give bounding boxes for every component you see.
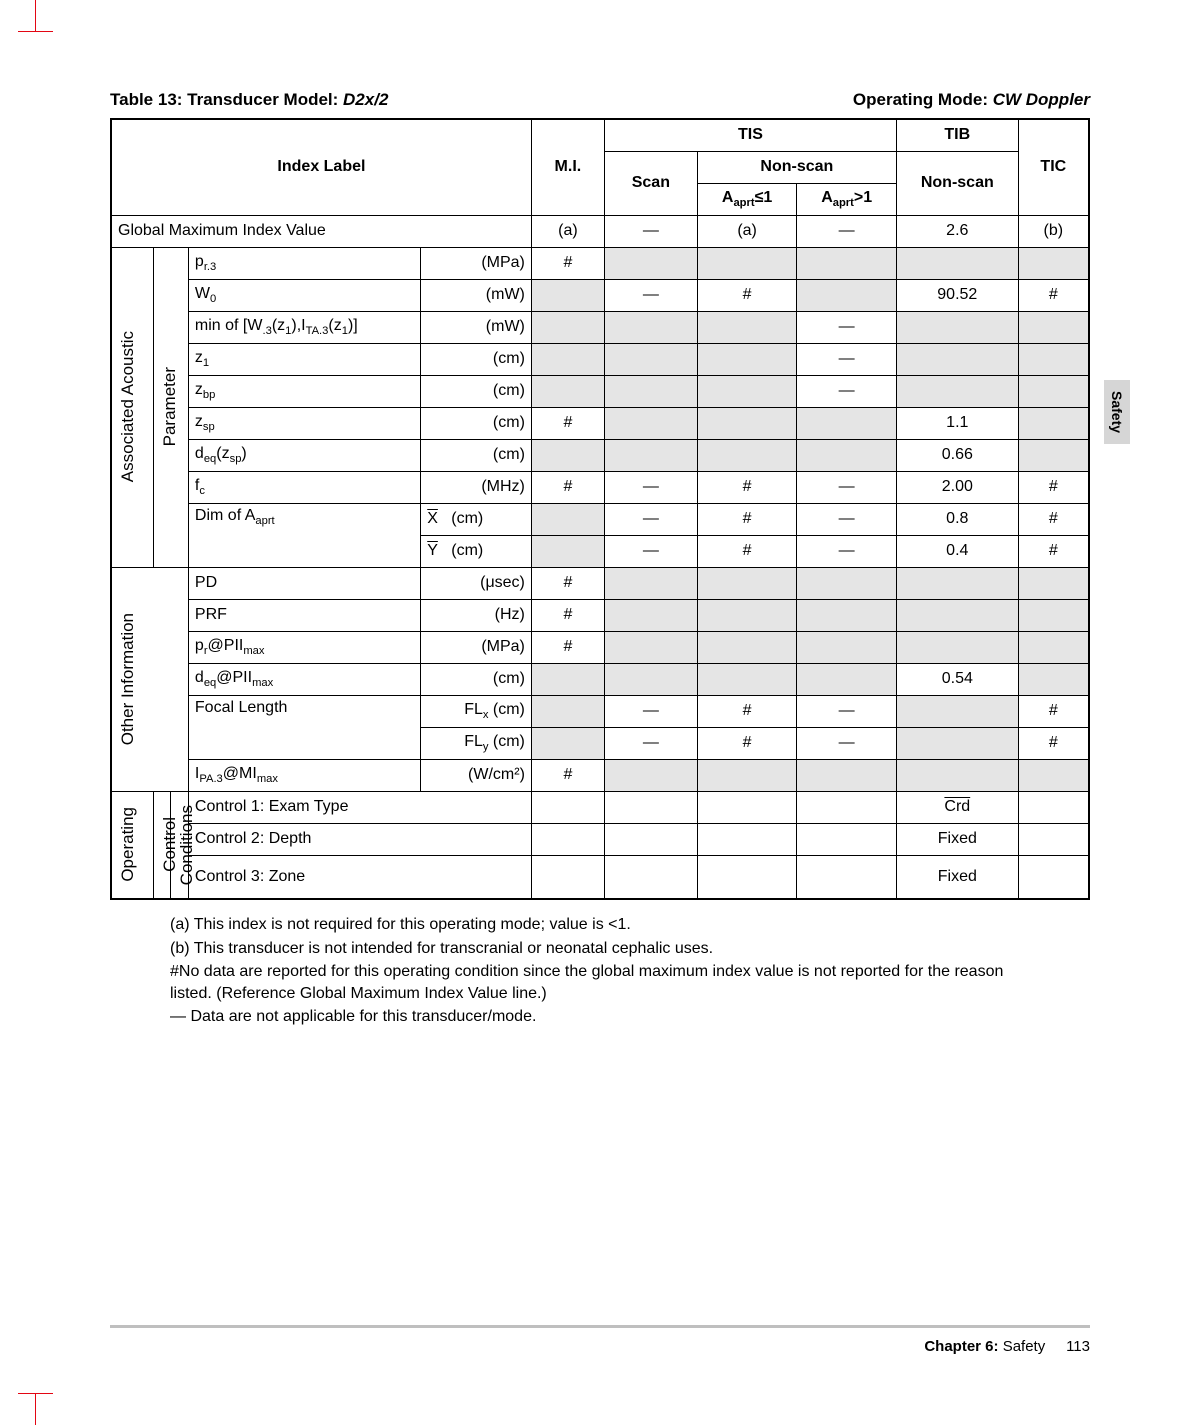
row-fc-label: fc [188, 471, 420, 503]
row-pr3-unit: (MPa) [421, 247, 532, 279]
hdr-nonscan-tib: Non-scan [896, 151, 1018, 215]
acoustic-output-table: Index Label M.I. TIS TIB TIC Scan Non-sc… [110, 118, 1090, 900]
hdr-mi: M.I. [531, 119, 604, 215]
crop-mark [18, 0, 36, 32]
row-minof-label: min of [W.3(z1),ITA.3(z1)] [188, 311, 420, 343]
row-gmiv-gt1: — [797, 215, 897, 247]
row-prpii-label: pr@PIImax [188, 631, 420, 663]
row-pr3-mi: # [531, 247, 604, 279]
group-control: Control [153, 791, 171, 899]
row-deqpii-label: deq@PIImax [188, 663, 420, 695]
table-title-left: Table 13: Transducer Model: D2x/2 [110, 90, 388, 110]
row-dim-label: Dim of Aaprt [188, 503, 420, 567]
page-content: Table 13: Transducer Model: D2x/2 Operat… [110, 90, 1090, 1030]
footnotes: (a) This index is not required for this … [170, 914, 1040, 1028]
row-gmiv-tib: 2.6 [896, 215, 1018, 247]
hdr-aaprt-gt1: Aaprt>1 [797, 183, 897, 215]
side-tab-label: Safety [1109, 391, 1125, 433]
note-a: (a) This index is not required for this … [170, 914, 1040, 936]
group-other-info: Other Information [111, 567, 188, 791]
row-zbp-label: zbp [188, 375, 420, 407]
group-param: Parameter [153, 247, 188, 567]
note-b: (b) This transducer is not intended for … [170, 938, 1040, 960]
row-gmiv-le1: (a) [697, 215, 797, 247]
side-tab: Safety [1104, 380, 1130, 444]
row-gmiv-mi: (a) [531, 215, 604, 247]
hdr-tib: TIB [896, 119, 1018, 151]
hdr-tic: TIC [1018, 119, 1089, 215]
group-assoc: Associated Acoustic [111, 247, 153, 567]
row-ipa-label: IPA.3@MImax [188, 759, 420, 791]
hdr-aaprt-le1: Aaprt≤1 [697, 183, 797, 215]
row-gmiv-scan: — [604, 215, 697, 247]
note-dash: — Data are not applicable for this trans… [170, 1006, 1040, 1028]
hdr-index-label: Index Label [111, 119, 531, 215]
hdr-tis: TIS [604, 119, 896, 151]
note-hash: #No data are reported for this operating… [170, 961, 1040, 1004]
row-gmiv-label: Global Maximum Index Value [111, 215, 531, 247]
row-pr3-label: pr.3 [188, 247, 420, 279]
row-gmiv-tic: (b) [1018, 215, 1089, 247]
row-zsp-label: zsp [188, 407, 420, 439]
group-operating: Operating [111, 791, 153, 899]
hdr-scan: Scan [604, 151, 697, 215]
row-w0-unit: (mW) [421, 279, 532, 311]
crop-mark [18, 1393, 36, 1425]
table-title-right: Operating Mode: CW Doppler [853, 90, 1090, 110]
table-title-bar: Table 13: Transducer Model: D2x/2 Operat… [110, 90, 1090, 110]
row-deqz-label: deq(zsp) [188, 439, 420, 471]
row-z1-label: z1 [188, 343, 420, 375]
page-footer: Chapter 6: Safety 113 [110, 1325, 1090, 1355]
row-w0-label: W0 [188, 279, 420, 311]
hdr-nonscan-tis: Non-scan [697, 151, 896, 183]
